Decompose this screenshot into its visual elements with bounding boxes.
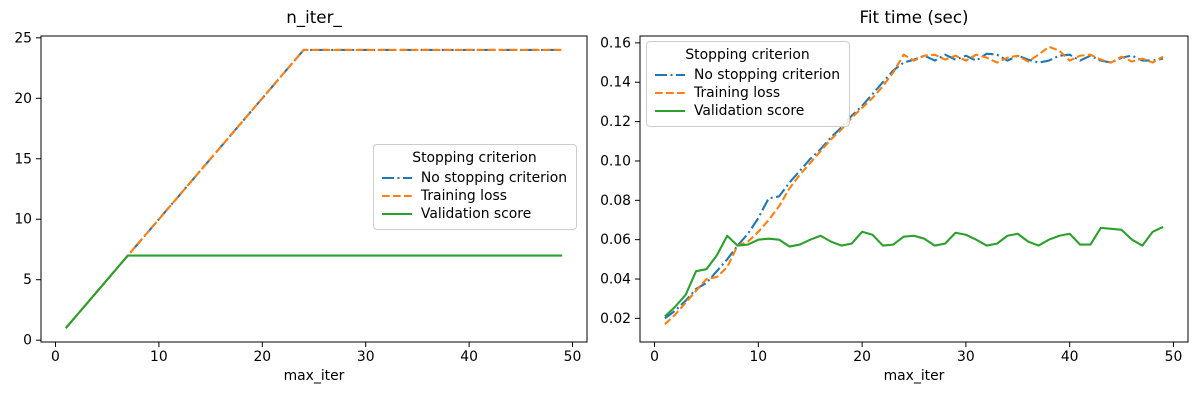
y-tick-label: 15 (14, 151, 32, 167)
y-tick-label: 0.10 (600, 153, 631, 169)
legend-entry-label: Training loss (420, 188, 507, 204)
legend-entry-no-stopping-criterion: No stopping criterion (381, 169, 567, 187)
legend-line-sample (381, 194, 412, 198)
y-tick-label: 25 (14, 30, 32, 46)
axes-title: Fit time (sec) (859, 7, 968, 27)
y-tick-label: 0.02 (600, 311, 631, 327)
x-tick-label: 30 (957, 349, 975, 365)
y-tick-label: 0.06 (600, 232, 631, 248)
series-line-validation-score (664, 225, 1164, 318)
y-tick-label: 0.16 (600, 35, 631, 51)
x-tick-label: 20 (853, 349, 871, 365)
y-tick-label: 0 (23, 333, 32, 349)
x-tick-label: 40 (1061, 349, 1079, 365)
legend-entry-training-loss: Training loss (381, 187, 567, 205)
legend-entry-validation-score: Validation score (381, 205, 567, 223)
y-tick-label: 0.12 (600, 114, 631, 130)
x-tick-label: 50 (1165, 349, 1183, 365)
legend-entry-no-stopping-criterion: No stopping criterion (655, 66, 840, 84)
axes-spines (639, 35, 1189, 343)
series-line-training-loss (664, 45, 1164, 326)
axes-spines (40, 35, 588, 343)
legend-line-sample (655, 73, 685, 77)
legend-entry-training-loss: Training loss (655, 84, 840, 102)
legend-entry-label: Validation score (420, 206, 532, 222)
y-tick-label: 10 (14, 212, 32, 228)
x-tick-label: 0 (51, 349, 60, 365)
x-tick-label: 30 (357, 349, 375, 365)
x-tick-label: 10 (150, 349, 168, 365)
legend-title: Stopping criterion (685, 47, 810, 63)
legend-entry-label: Validation score (694, 103, 805, 119)
axes-title: n_iter_ (286, 7, 342, 28)
legend-line-sample (655, 91, 685, 95)
y-tick-label: 0.04 (600, 272, 631, 288)
legend-entry-label: No stopping criterion (694, 67, 841, 83)
x-tick-label: 20 (253, 349, 271, 365)
legend: Stopping criterion No stopping criterion T… (646, 41, 851, 127)
legend: Stopping criterion No stopping criterion T… (372, 144, 577, 230)
series-line-validation-score (65, 254, 563, 329)
y-tick-label: 20 (14, 91, 32, 107)
x-tick-label: 10 (749, 349, 767, 365)
x-tick-label: 0 (650, 349, 659, 365)
x-tick-label: 40 (460, 349, 478, 365)
legend-line-sample (381, 212, 412, 216)
legend-title: Stopping criterion (412, 150, 537, 166)
y-tick-label: 0.14 (600, 75, 631, 91)
x-axis-label: max_iter (284, 368, 345, 384)
x-tick-label: 50 (564, 349, 582, 365)
legend-entry-label: Training loss (694, 85, 781, 101)
y-tick-label: 5 (23, 272, 32, 288)
y-tick-label: 0.08 (600, 193, 631, 209)
series-line-training-loss (65, 48, 563, 329)
legend-line-sample (655, 109, 685, 113)
legend-line-sample (381, 176, 412, 180)
x-axis-label: max_iter (884, 368, 945, 384)
legend-entry-validation-score: Validation score (655, 102, 840, 120)
legend-entry-label: No stopping criterion (420, 170, 567, 186)
